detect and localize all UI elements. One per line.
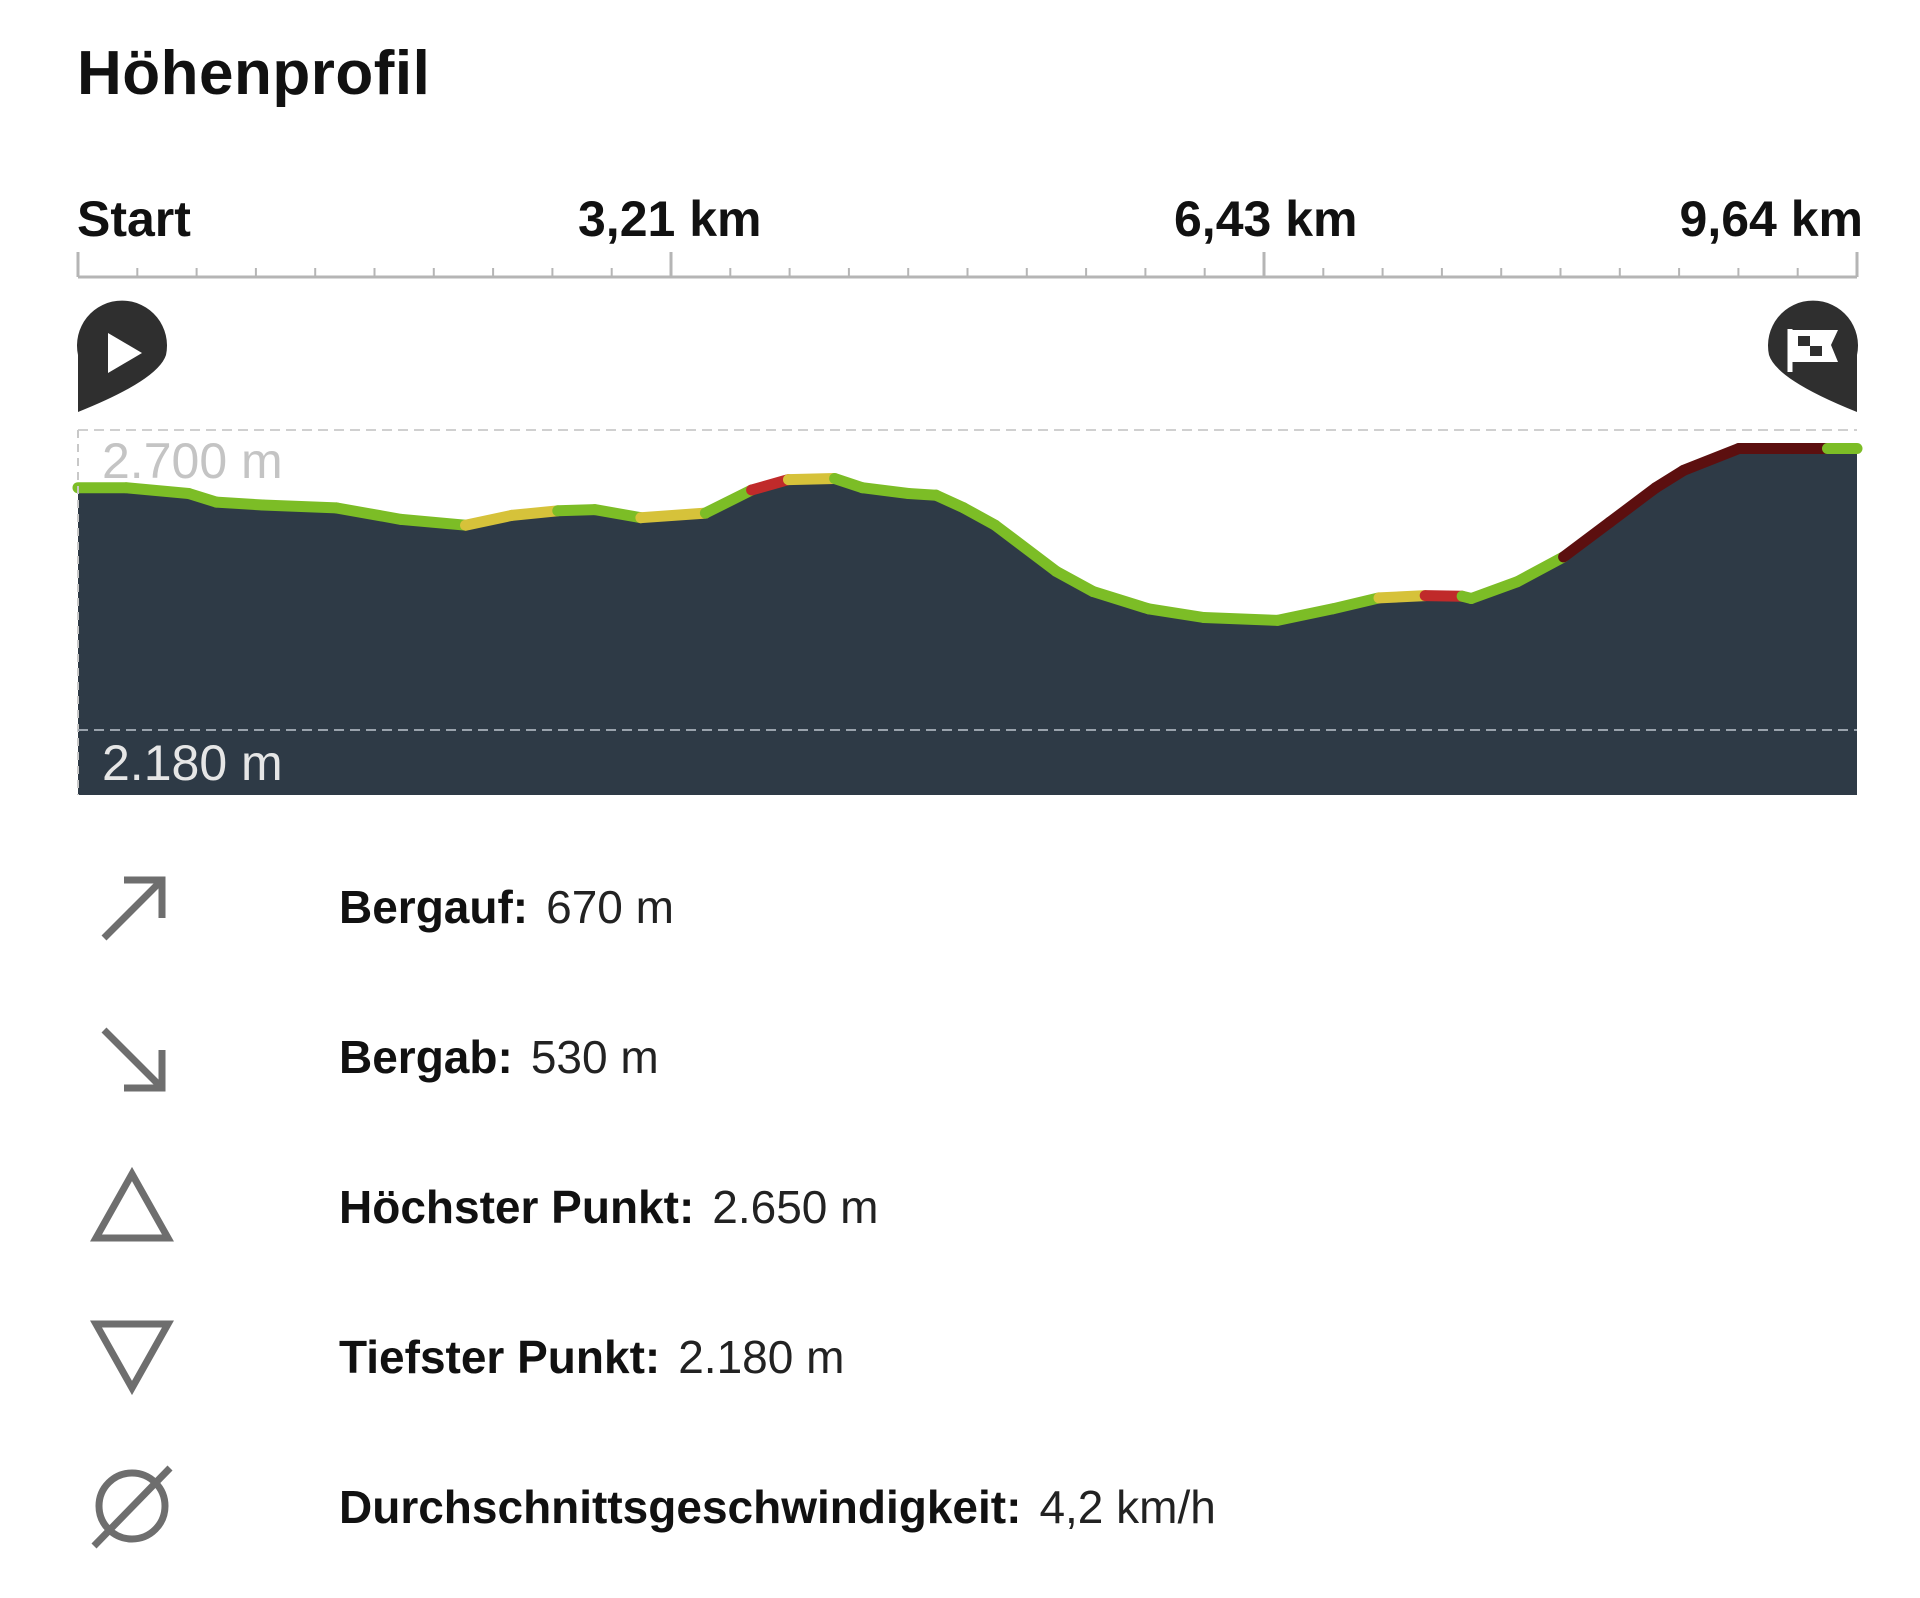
stat-label: Bergab: — [339, 1031, 513, 1083]
elevation-segment-flat — [395, 513, 471, 531]
elevation-segment-flat — [1511, 551, 1570, 588]
elevation-segment-very-steep — [1678, 443, 1745, 476]
elevation-segment-flat — [330, 502, 407, 525]
stat-value: 4,2 km/h — [1039, 1481, 1216, 1533]
axis-label-km-2: 6,43 km — [1174, 191, 1358, 247]
elevation-segment-flat — [589, 504, 647, 524]
stat-label: Höchster Punkt: — [339, 1181, 695, 1233]
elevation-segment-flat — [210, 496, 268, 511]
elevation-grade-line — [72, 443, 1863, 626]
min-elevation-label: 2.180 m — [102, 735, 283, 791]
stat-row-durchschnittsgeschwindigkeit: Durchschnittsgeschwindigkeit: 4,2 km/h — [0, 1458, 1920, 1558]
stat-value: 670 m — [546, 881, 674, 933]
elevation-segment-moderate — [635, 507, 711, 524]
play-icon — [108, 333, 142, 373]
stat-row-tiefster-punkt: Tiefster Punkt: 2.180 m — [0, 1308, 1920, 1408]
stat-row-bergauf: Bergauf: 670 m — [0, 858, 1920, 958]
checkered-flag-icon — [1787, 329, 1838, 372]
elevation-segment-flat — [958, 502, 1001, 531]
finish-marker[interactable] — [1767, 300, 1858, 412]
arrow-up-right-icon — [101, 876, 166, 941]
elevation-area — [78, 448, 1857, 795]
elevation-segment-moderate — [460, 509, 518, 531]
axis-label-start: Start — [77, 191, 191, 247]
elevation-segment-moderate — [506, 505, 564, 521]
elevation-segment-steep — [1419, 590, 1468, 602]
elevation-segment-flat — [1465, 576, 1523, 604]
elevation-segment-moderate — [1373, 590, 1431, 604]
elevation-segment-flat — [1272, 603, 1339, 626]
stat-value: 2.180 m — [678, 1331, 845, 1383]
elevation-segment-flat — [552, 504, 601, 517]
elevation-segment-very-steep — [1604, 482, 1662, 528]
elevation-segment-flat — [1087, 586, 1154, 615]
stat-label: Bergauf: — [339, 881, 529, 933]
elevation-segment-steep — [746, 474, 794, 496]
start-marker[interactable] — [77, 300, 167, 412]
stat-value: 530 m — [530, 1031, 659, 1083]
elevation-segment-flat — [1050, 565, 1099, 597]
elevation-segment-flat — [1142, 603, 1210, 623]
elevation-segment-flat — [257, 499, 342, 514]
page-title: Höhenprofil — [77, 39, 431, 108]
average-diameter-icon — [91, 1465, 173, 1549]
elevation-segment-flat — [1327, 592, 1385, 615]
elevation-segment-flat — [120, 482, 195, 499]
max-elevation-label: 2.700 m — [102, 433, 283, 489]
stat-row-hoechster-punkt: Höchster Punkt: 2.650 m — [0, 1158, 1920, 1258]
stat-row-bergab: Bergab: 530 m — [0, 1008, 1920, 1108]
stat-value: 2.650 m — [712, 1181, 879, 1233]
elevation-segment-flat — [989, 519, 1062, 577]
axis-label-km-1: 3,21 km — [578, 191, 762, 247]
elevation-segment-flat — [1198, 612, 1283, 626]
stat-label: Durchschnittsgeschwindigkeit: — [339, 1481, 1022, 1533]
triangle-up-icon — [90, 1166, 174, 1242]
elevation-segment-flat — [856, 482, 914, 499]
elevation-segment-moderate — [783, 473, 841, 486]
distance-ruler — [76, 252, 1859, 279]
elevation-segment-very-steep — [1558, 516, 1616, 563]
axis-label-km-3: 9,64 km — [1679, 191, 1863, 247]
stat-label: Tiefster Punkt: — [339, 1331, 661, 1383]
elevation-segment-flat — [699, 484, 758, 519]
arrow-down-right-icon — [101, 1027, 166, 1092]
triangle-down-icon — [90, 1320, 174, 1396]
elevation-profile-chart[interactable]: 2.700 m 2.180 m — [0, 0, 1920, 800]
